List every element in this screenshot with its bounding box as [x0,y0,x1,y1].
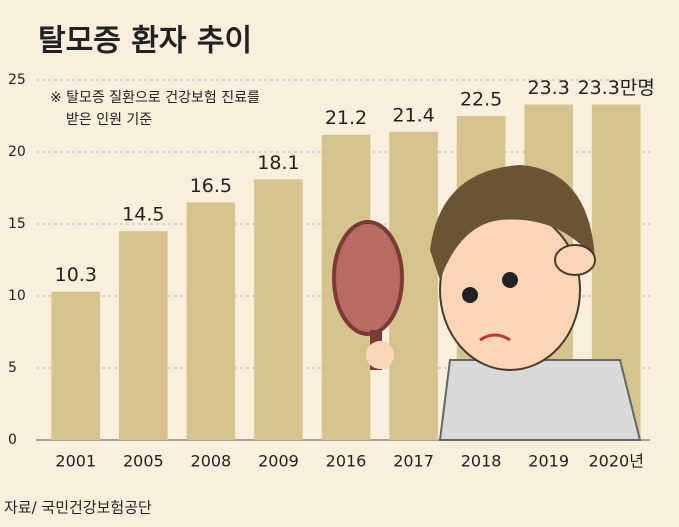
value-label: 10.3 [55,264,97,286]
value-label: 16.5 [190,175,232,197]
x-tick-label: 2019 [528,452,569,471]
y-tick-label: 20 [8,144,26,160]
value-label: 21.4 [392,104,434,126]
y-tick-label: 10 [8,288,26,304]
y-tick-label: 15 [8,216,26,232]
eye [502,272,518,288]
x-tick-label: 2018 [461,452,502,471]
source: 자료/ 국민건강보험공단 [4,499,152,517]
hand [366,341,394,369]
x-tick-label: 2017 [393,452,434,471]
mouth [479,333,511,342]
x-tick-label: 2001 [55,452,96,471]
y-tick-label: 25 [8,72,26,88]
eye [462,287,478,303]
hair [430,165,595,280]
illustration [332,165,642,441]
annotation: 받은 인원 기준 [66,112,152,128]
value-label: 14.5 [122,204,164,226]
bar [254,179,303,441]
y-tick-label: 0 [8,432,17,448]
bar [119,231,168,440]
annotation: ※ 탈모증 질환으로 건강보험 진료를 [50,90,260,106]
y-tick-label: 5 [8,360,17,376]
x-tick-label: 2008 [191,452,232,471]
x-tick-label: 2016 [326,452,367,471]
x-tick-label: 2005 [123,452,164,471]
value-label: 21.2 [325,107,367,129]
value-label: 22.5 [460,89,502,111]
mirror [332,220,404,336]
hand [554,244,596,276]
value-label: 23.3 [528,77,570,99]
bar [186,202,236,440]
bar [51,291,101,440]
x-tick-label: 2009 [258,452,299,471]
value-label: 23.3만명 [578,77,655,99]
chart-title: 탈모증 환자 추이 [38,24,252,59]
x-tick-label: 2020년 [588,452,643,471]
shirt [438,359,642,441]
value-label: 18.1 [257,152,299,174]
